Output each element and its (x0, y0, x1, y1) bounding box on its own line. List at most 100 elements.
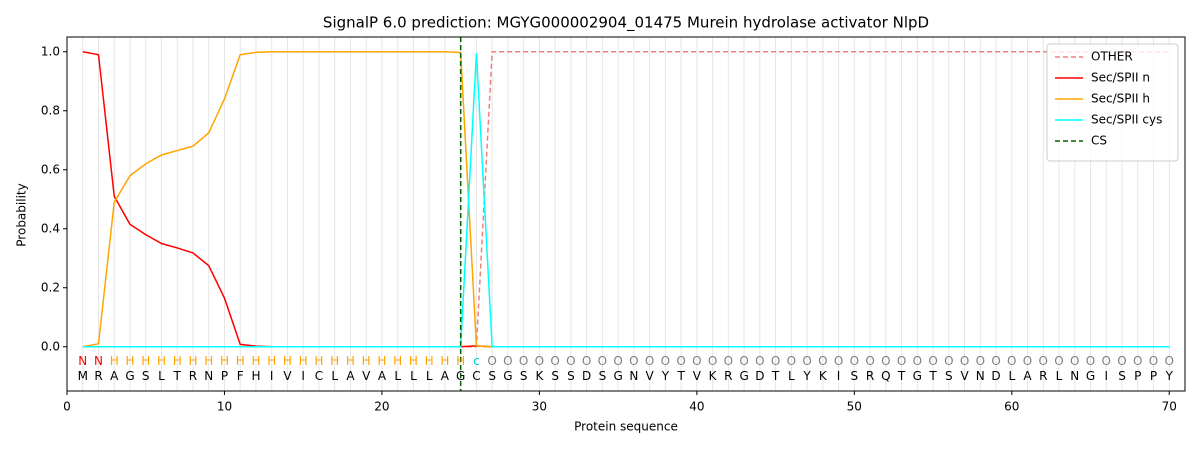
residue-label: O (519, 354, 528, 368)
residue-letter: G (125, 369, 134, 383)
residue-letter: S (567, 369, 575, 383)
residue-letter: L (410, 369, 417, 383)
residue-label: H (377, 354, 386, 368)
residue-letter: Y (661, 369, 670, 383)
residue-label: O (771, 354, 780, 368)
residue-letter: A (378, 369, 387, 383)
y-tick-label: 0.6 (41, 162, 60, 176)
y-tick-label: 0.4 (41, 221, 60, 235)
residue-label: O (976, 354, 985, 368)
y-tick-label: 1.0 (41, 44, 60, 58)
residue-label: H (157, 354, 166, 368)
residue-letter: G (456, 369, 465, 383)
residue-letter: G (913, 369, 922, 383)
x-tick-label: 70 (1162, 400, 1177, 414)
residue-label: H (188, 354, 197, 368)
residue-label: H (299, 354, 308, 368)
x-tick-label: 30 (532, 400, 547, 414)
residue-label: H (346, 354, 355, 368)
residue-letter: R (1039, 369, 1047, 383)
residue-label: O (1070, 354, 1079, 368)
residue-letter: R (866, 369, 874, 383)
residue-label: H (409, 354, 418, 368)
residue-letter: V (283, 369, 292, 383)
residue-letter: L (158, 369, 165, 383)
residue-label: H (393, 354, 402, 368)
residue-letter: L (394, 369, 401, 383)
residue-letter: S (551, 369, 559, 383)
residue-label: O (787, 354, 796, 368)
residue-letter: M (78, 369, 88, 383)
x-tick-label: 50 (847, 400, 862, 414)
residue-letter: T (897, 369, 906, 383)
residue-label: O (629, 354, 638, 368)
residue-letter: A (110, 369, 119, 383)
residue-letter: D (582, 369, 591, 383)
residue-label: N (94, 354, 103, 368)
residue-letter: V (646, 369, 655, 383)
residue-label: O (1007, 354, 1016, 368)
residue-letter: D (755, 369, 764, 383)
series-line (82, 51, 1170, 348)
residue-letter: P (1134, 369, 1141, 383)
residue-letter: S (488, 369, 496, 383)
x-tick-label: 0 (63, 400, 71, 414)
residue-label: H (204, 354, 213, 368)
residue-label: H (251, 354, 260, 368)
residue-letter: I (270, 369, 274, 383)
residue-label: H (440, 354, 449, 368)
x-tick-label: 40 (689, 400, 704, 414)
residue-label: H (173, 354, 182, 368)
y-axis-label: Probability (15, 183, 29, 246)
residue-letter: V (960, 369, 969, 383)
residue-letter: N (976, 369, 985, 383)
residue-letter: K (709, 369, 718, 383)
residue-letter: K (819, 369, 828, 383)
x-tick-label: 10 (217, 400, 232, 414)
residue-label: O (1086, 354, 1095, 368)
residue-letter: N (629, 369, 638, 383)
residue-letter: S (520, 369, 528, 383)
residue-label: H (283, 354, 292, 368)
residue-label: O (692, 354, 701, 368)
residue-label: O (487, 354, 496, 368)
residue-label: O (1165, 354, 1174, 368)
residue-label: O (503, 354, 512, 368)
residue-label: O (913, 354, 922, 368)
residue-label: O (865, 354, 874, 368)
x-tick-label: 20 (374, 400, 389, 414)
residue-letter: T (676, 369, 685, 383)
y-tick-label: 0.8 (41, 103, 60, 117)
residue-letter: V (693, 369, 702, 383)
residue-label: c (473, 354, 480, 368)
residue-label: O (566, 354, 575, 368)
residue-letter: R (94, 369, 102, 383)
residue-label: O (1023, 354, 1032, 368)
residue-letter: K (535, 369, 544, 383)
residue-letter: A (346, 369, 355, 383)
residue-label: H (425, 354, 434, 368)
residue-letter: H (251, 369, 260, 383)
residue-letter: S (945, 369, 953, 383)
residue-label: H (141, 354, 150, 368)
residue-label: O (582, 354, 591, 368)
residue-letter: T (771, 369, 780, 383)
residue-label: O (661, 354, 670, 368)
residue-letter: L (1056, 369, 1063, 383)
residue-letter: Q (881, 369, 890, 383)
residue-label: O (550, 354, 559, 368)
residue-label: H (456, 354, 465, 368)
residue-label: H (220, 354, 229, 368)
residue-letter: L (426, 369, 433, 383)
residue-label: O (598, 354, 607, 368)
residue-label: O (739, 354, 748, 368)
residue-label: O (881, 354, 890, 368)
residue-letter: N (204, 369, 213, 383)
legend-label: Sec/SPII h (1091, 92, 1150, 106)
legend-label: Sec/SPII n (1091, 71, 1150, 85)
residue-letter: V (362, 369, 371, 383)
residue-label: O (1133, 354, 1142, 368)
residue-letter: T (928, 369, 937, 383)
residue-letter: S (142, 369, 150, 383)
